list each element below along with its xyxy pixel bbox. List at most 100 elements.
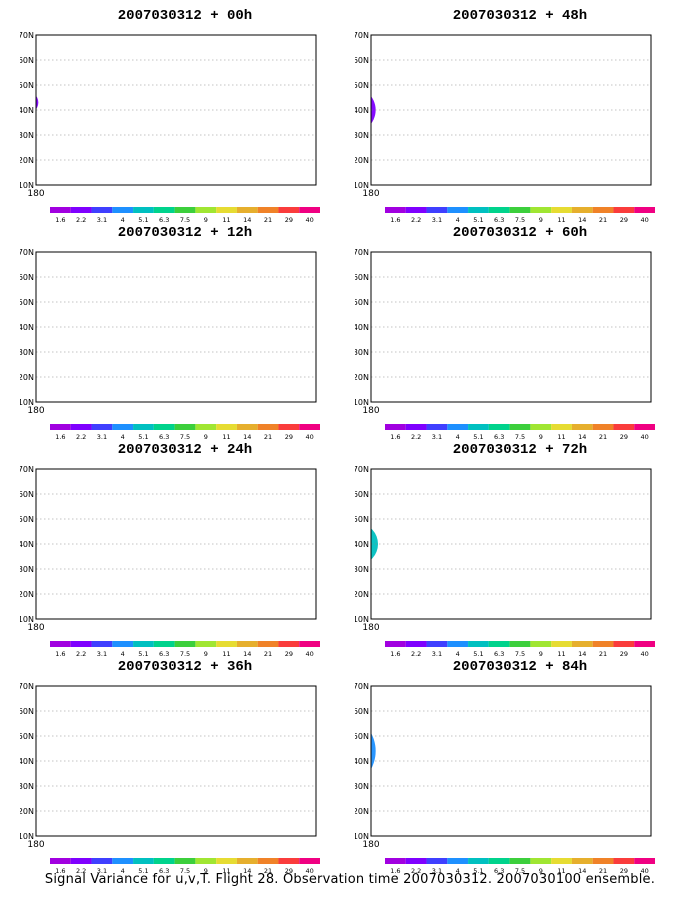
latitude-label: 20N [355, 373, 369, 382]
colorbar-swatch [216, 858, 237, 864]
colorbar-swatch [385, 207, 406, 213]
colorbar-label: 5.1 [473, 650, 483, 658]
colorbar-label: 14 [243, 433, 251, 441]
colorbar-label: 3.1 [97, 433, 107, 441]
colorbar-label: 3.1 [432, 867, 442, 875]
variance-contour [355, 267, 371, 377]
colorbar: 1.6 2.2 3.1 4 5.1 6.3 7.5 9 11 14 21 29 40 [50, 858, 320, 875]
colorbar-label: 21 [264, 650, 272, 658]
colorbar-label: 40 [305, 433, 313, 441]
latitude-label: 50N [20, 81, 34, 90]
gridlines [36, 710, 316, 812]
gridlines [36, 59, 316, 161]
colorbar-swatch [634, 641, 655, 647]
map-border [370, 34, 652, 186]
colorbar-label: 14 [578, 216, 586, 224]
colorbar-label: 3.1 [432, 216, 442, 224]
colorbar-label: 4 [121, 216, 125, 224]
longitude-label: 180 [27, 406, 44, 416]
colorbar-swatch [174, 207, 196, 213]
map-svg: 70N60N50N40N30N20N10N180160W140W120W100W… [81, 31, 655, 224]
colorbar-swatch [551, 858, 572, 864]
latitude-label: 20N [20, 373, 34, 382]
latitude-label: 30N [20, 565, 34, 574]
colorbar-swatch [278, 424, 300, 430]
colorbar-label: 5.1 [138, 216, 148, 224]
latitude-label: 10N [355, 398, 369, 407]
colorbar-label: 7.5 [180, 216, 190, 224]
panel-title: 2007030312 + 00h [117, 8, 253, 24]
variance-contour [371, 528, 378, 560]
variance-field [355, 267, 371, 377]
colorbar-label: 5.1 [138, 867, 148, 875]
colorbar-swatch [70, 641, 92, 647]
colorbar-label: 9 [204, 433, 208, 441]
colorbar-swatch [257, 858, 279, 864]
latitude-label: 40N [355, 757, 369, 766]
colorbar-swatch [551, 424, 572, 430]
colorbar-label: 2.2 [411, 216, 421, 224]
colorbar-swatch [236, 207, 258, 213]
latitude-label: 60N [20, 490, 34, 499]
colorbar-swatch [405, 207, 427, 213]
latitude-label: 40N [20, 540, 34, 549]
colorbar-swatch [112, 424, 134, 430]
colorbar-label: 6.3 [494, 650, 504, 658]
colorbar-swatch [91, 424, 113, 430]
latitude-label: 30N [355, 782, 369, 791]
colorbar-swatch [385, 424, 406, 430]
colorbar-label: 11 [557, 216, 565, 224]
colorbar-swatch [530, 641, 552, 647]
colorbar-swatch [236, 641, 258, 647]
colorbar-label: 7.5 [515, 433, 525, 441]
colorbar-label: 7.5 [515, 216, 525, 224]
colorbar-swatch [592, 424, 614, 430]
colorbar-label: 21 [264, 867, 272, 875]
latitude-label: 20N [355, 156, 369, 165]
colorbar-swatch [634, 424, 655, 430]
colorbar-swatch [468, 641, 489, 647]
colorbar-swatch [509, 207, 531, 213]
colorbar-label: 3.1 [97, 867, 107, 875]
colorbar-swatch [592, 858, 614, 864]
variance-contour [371, 96, 376, 124]
colorbar-swatch [613, 207, 635, 213]
colorbar-label: 7.5 [515, 650, 525, 658]
colorbar-swatch [571, 424, 593, 430]
latitude-label: 10N [20, 398, 34, 407]
colorbar-swatch [216, 207, 237, 213]
colorbar-label: 14 [578, 867, 586, 875]
colorbar-swatch [613, 424, 635, 430]
colorbar-label: 1.6 [55, 216, 65, 224]
latitude-label: 50N [20, 732, 34, 741]
colorbar-label: 40 [305, 867, 313, 875]
longitude-label: 180 [27, 623, 44, 633]
variance-field [36, 95, 39, 110]
longitude-label: 180 [362, 406, 379, 416]
latitude-label: 40N [20, 323, 34, 332]
colorbar-swatch [385, 641, 406, 647]
colorbar-swatch [216, 424, 237, 430]
variance-contour [20, 704, 24, 794]
colorbar-label: 21 [264, 216, 272, 224]
colorbar-swatch [634, 858, 655, 864]
colorbar-label: 29 [620, 650, 628, 658]
colorbar-label: 29 [285, 216, 293, 224]
colorbar-swatch [426, 641, 448, 647]
colorbar-label: 21 [599, 433, 607, 441]
colorbar-swatch [91, 641, 113, 647]
colorbar-label: 1.6 [390, 216, 400, 224]
colorbar-swatch [174, 858, 196, 864]
latitude-label: 50N [355, 732, 369, 741]
latitude-label: 70N [20, 31, 34, 40]
colorbar-swatch [426, 424, 448, 430]
colorbar-label: 1.6 [55, 867, 65, 875]
latitude-label: 20N [355, 807, 369, 816]
colorbar-label: 11 [222, 867, 230, 875]
latitude-label: 40N [355, 106, 369, 115]
colorbar-swatch [530, 858, 552, 864]
colorbar-swatch [70, 424, 92, 430]
map-svg: 70N60N50N40N30N20N10N180160W140W120W100W… [0, 248, 320, 441]
latitude-label: 60N [20, 273, 34, 282]
map-frame: 70N60N50N40N30N20N10N180160W140W120W100W… [81, 464, 685, 658]
